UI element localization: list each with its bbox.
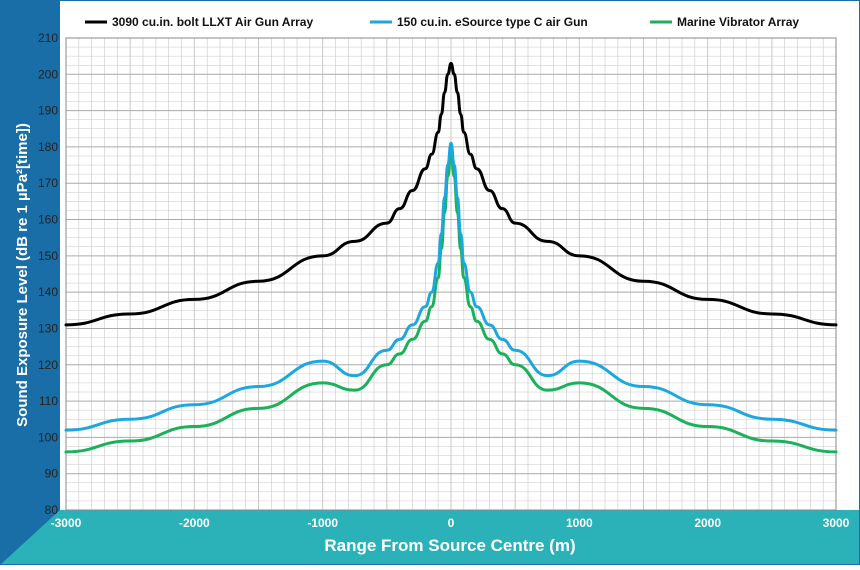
y-tick-label: 190 (38, 104, 58, 118)
y-axis-title: Sound Exposure Level (dB re 1 µPa²[time]… (14, 123, 31, 427)
y-axis: 80 90 100 110 120 130 140 150 160 170 180 190 200 210 (38, 31, 58, 517)
y-tick-label: 180 (38, 140, 58, 154)
xlabel-band (0, 510, 860, 565)
plot-border (65, 37, 837, 511)
series-lines (64, 61, 838, 454)
y-tick-label: 120 (38, 358, 58, 372)
x-axis-title: Range From Source Centre (m) (324, 536, 575, 555)
y-tick-label: 200 (38, 67, 58, 81)
y-tick-label: 140 (38, 285, 58, 299)
legend-label: 150 cu.in. eSource type C air Gun (397, 15, 588, 29)
series-line (64, 141, 838, 432)
x-tick-label: -3000 (51, 516, 82, 530)
y-tick-label: 130 (38, 321, 58, 335)
x-tick-label: 2000 (694, 516, 721, 530)
y-tick-label: 170 (38, 176, 58, 190)
y-tick-label: 160 (38, 213, 58, 227)
y-tick-label: 110 (39, 394, 58, 408)
x-tick-label: 3000 (823, 516, 850, 530)
y-tick-label: 150 (38, 249, 58, 263)
x-tick-label: -2000 (179, 516, 210, 530)
legend-label: 3090 cu.in. bolt LLXT Air Gun Array (112, 15, 313, 29)
x-tick-label: -1000 (307, 516, 338, 530)
y-tick-label: 100 (38, 430, 58, 444)
x-tick-label: 1000 (566, 516, 593, 530)
x-tick-label: 0 (448, 516, 455, 530)
legend: 3090 cu.in. bolt LLXT Air Gun Array 150 c… (85, 15, 799, 29)
grid (65, 37, 837, 511)
y-tick-label: 90 (45, 467, 59, 481)
ylabel-band (0, 0, 60, 565)
x-axis: -3000 -2000 -1000 0 1000 2000 3000 (51, 516, 850, 530)
y-tick-label: 210 (38, 31, 58, 45)
y-tick-label: 80 (45, 503, 59, 517)
legend-label: Marine Vibrator Array (677, 15, 799, 29)
series-line (64, 61, 838, 327)
